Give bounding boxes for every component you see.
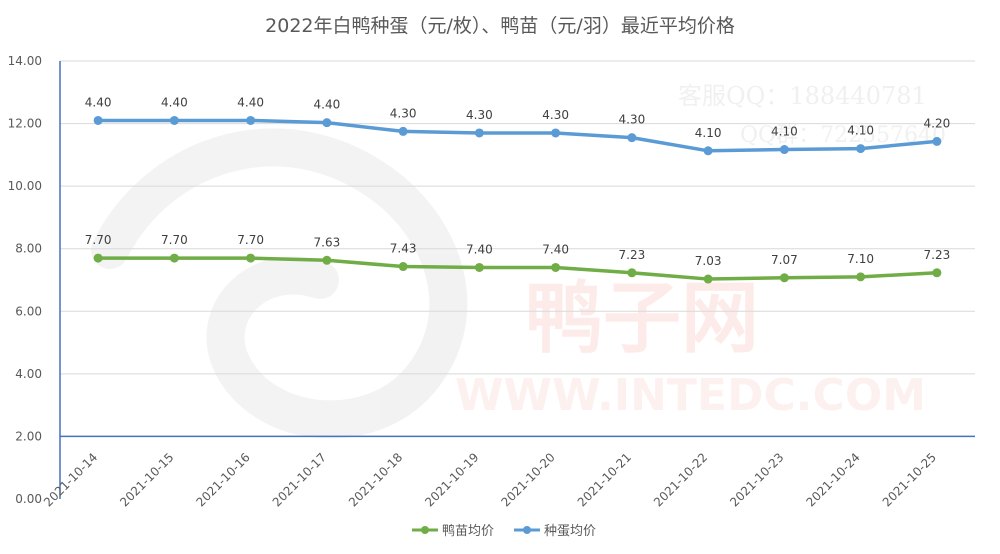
data-label: 4.10 [695, 126, 722, 140]
data-point [703, 274, 713, 284]
series: 7.70 7.70 7.70 7.63 7.43 7.40 7.40 7.23 7.03 7.07… [85, 95, 951, 284]
watermark-duck-logo [91, 128, 468, 439]
data-label: 7.63 [314, 235, 341, 249]
y-tick-label: 10.00 [8, 179, 42, 193]
legend-swatch-marker [421, 526, 429, 534]
data-label: 4.20 [924, 116, 951, 130]
x-tick-label: 2021-10-16 [194, 450, 253, 509]
data-point [856, 144, 866, 154]
series-1: 4.40 4.40 4.40 4.40 4.30 4.30 4.30 4.30 4.10 4.10… [85, 95, 951, 156]
data-label: 4.10 [771, 125, 798, 139]
data-point [932, 136, 942, 146]
legend: 鸭苗均价 种蛋均价 [412, 524, 596, 539]
x-tick-label: 2021-10-17 [270, 450, 329, 509]
watermark-qq: 客服QQ：188440781 [678, 82, 927, 110]
y-tick-label: 2.00 [15, 429, 42, 443]
data-label: 7.70 [161, 233, 188, 247]
data-label: 7.10 [847, 252, 874, 266]
y-tick-label: 8.00 [15, 242, 42, 256]
data-point [551, 262, 561, 272]
x-tick-label: 2021-10-20 [499, 450, 558, 509]
data-label: 4.30 [542, 108, 569, 122]
y-tick-label: 14.00 [8, 54, 42, 68]
data-label: 4.40 [237, 95, 264, 109]
data-label: 7.70 [237, 233, 264, 247]
data-point [93, 115, 103, 125]
data-point [246, 253, 256, 263]
data-point [474, 128, 484, 138]
data-point [551, 128, 561, 138]
data-label: 7.40 [542, 242, 569, 256]
data-point [169, 115, 179, 125]
y-tick-label: 4.00 [15, 367, 42, 381]
data-point [322, 118, 332, 128]
data-label: 7.07 [771, 253, 798, 267]
x-tick-label: 2021-10-15 [117, 450, 176, 509]
legend-label: 种蛋均价 [544, 524, 596, 539]
data-label: 4.40 [314, 98, 341, 112]
x-tick-label: 2021-10-23 [727, 450, 786, 509]
data-point [169, 253, 179, 263]
data-point [627, 268, 637, 278]
series-0: 7.70 7.70 7.70 7.63 7.43 7.40 7.40 7.23 7.03 7.07… [85, 233, 951, 284]
data-label: 4.30 [390, 106, 417, 120]
data-label: 4.30 [619, 113, 646, 127]
data-label: 7.03 [695, 254, 722, 268]
data-label: 7.40 [466, 242, 493, 256]
watermark-brand: 鸭子网 [525, 274, 759, 364]
x-tick-label: 2021-10-18 [346, 450, 405, 509]
watermark: 客服QQ：188440781 QQ群：722557640 鸭子网 WWW.INT… [91, 82, 946, 439]
y-tick-label: 12.00 [8, 117, 42, 131]
data-label: 7.23 [924, 248, 951, 262]
y-tick-label: 6.00 [15, 304, 42, 318]
x-tick-label: 2021-10-24 [804, 450, 863, 509]
data-label: 7.70 [85, 233, 112, 247]
data-point [322, 255, 332, 265]
data-point [703, 146, 713, 156]
data-point [779, 145, 789, 155]
data-point [474, 262, 484, 272]
data-point [932, 268, 942, 278]
data-label: 4.40 [85, 95, 112, 109]
series-line [98, 256, 937, 281]
y-tick-label: 0.00 [15, 492, 42, 506]
axes: 0.00 2.00 4.00 6.00 8.00 10.00 12.00 14.00 [8, 54, 975, 506]
legend-label: 鸭苗均价 [442, 524, 494, 539]
x-tick-label: 2021-10-25 [880, 450, 939, 509]
data-point [93, 253, 103, 263]
data-point [779, 273, 789, 283]
data-point [398, 126, 408, 136]
x-tick-label: 2021-10-14 [41, 450, 100, 509]
data-point [627, 133, 637, 143]
chart-title: 2022年白鸭种蛋（元/枚）、鸭苗（元/羽）最近平均价格 [265, 15, 735, 37]
x-tick-label: 2021-10-21 [575, 450, 634, 509]
data-label: 7.23 [619, 248, 646, 262]
data-point [398, 262, 408, 272]
data-point [246, 115, 256, 125]
legend-swatch-marker [523, 526, 531, 534]
data-point [856, 272, 866, 282]
x-tick-label: 2021-10-22 [651, 450, 710, 509]
x-tick-labels: 2021-10-14 2021-10-15 2021-10-16 2021-10-17… [41, 450, 939, 509]
x-tick-label: 2021-10-19 [422, 450, 481, 509]
series-line [98, 118, 938, 153]
data-label: 4.30 [466, 108, 493, 122]
watermark-url: WWW.INTEDC.COM [455, 370, 926, 421]
data-label: 7.43 [390, 242, 417, 256]
data-label: 4.40 [161, 95, 188, 109]
data-label: 4.10 [847, 124, 874, 138]
